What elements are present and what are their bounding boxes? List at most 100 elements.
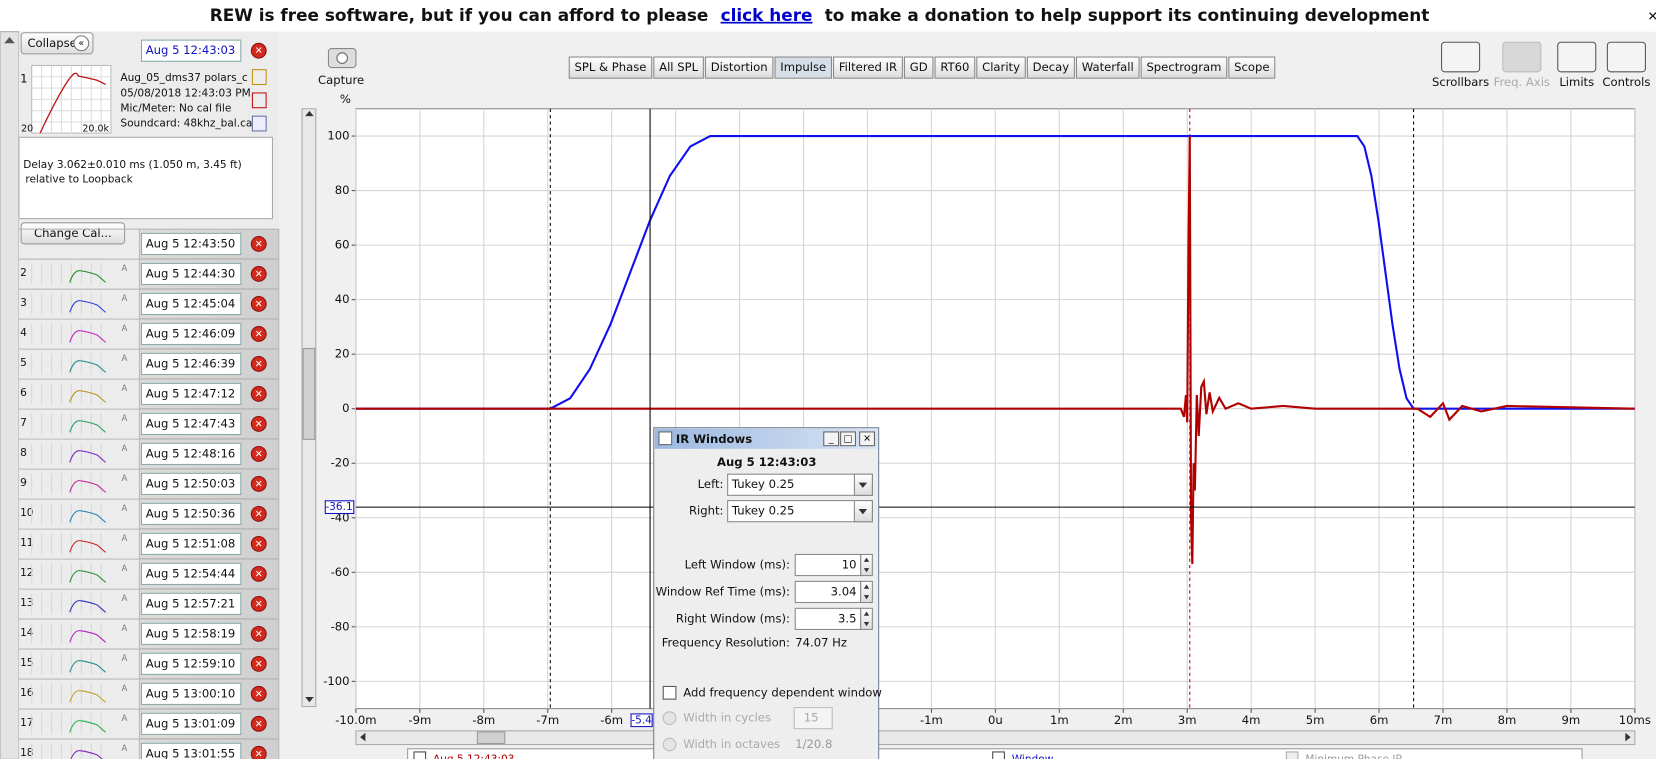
name-field[interactable] <box>140 442 242 466</box>
window-button[interactable] <box>823 431 840 447</box>
window-button-icon[interactable]: _ <box>828 433 834 444</box>
name-field[interactable] <box>140 592 242 615</box>
remove-button[interactable] <box>250 356 267 372</box>
name-field[interactable] <box>140 562 242 585</box>
view-tab-label[interactable]: All SPL <box>659 60 698 74</box>
remove-button[interactable] <box>250 655 267 672</box>
name-field[interactable] <box>140 502 242 525</box>
tool-icon[interactable] <box>1441 41 1481 73</box>
name-field[interactable] <box>140 262 242 286</box>
remove-icon[interactable]: ✕ <box>255 359 263 370</box>
collapse-icon[interactable] <box>73 35 90 52</box>
capture-lens[interactable] <box>336 52 348 64</box>
remove-icon[interactable]: ✕ <box>255 539 263 550</box>
remove-button[interactable] <box>250 535 267 552</box>
remove-icon[interactable]: ✕ <box>255 46 263 57</box>
remove-button[interactable] <box>250 625 267 642</box>
remove-icon[interactable]: ✕ <box>255 689 263 700</box>
name-field[interactable] <box>140 682 242 705</box>
view-tab[interactable] <box>774 56 832 79</box>
name-field[interactable] <box>140 322 242 346</box>
scroll-up[interactable] <box>4 36 15 44</box>
view-tab-label[interactable]: Distortion <box>711 60 768 74</box>
remove-button[interactable] <box>250 745 267 759</box>
tool-icon[interactable] <box>1606 41 1646 73</box>
name-field[interactable] <box>140 232 242 256</box>
tool-label[interactable]: Controls <box>1602 75 1650 89</box>
window-button-icon[interactable]: ✕ <box>863 433 871 444</box>
spinner-buttons[interactable] <box>860 580 873 604</box>
remove-icon[interactable]: ✕ <box>255 479 263 490</box>
remove-button[interactable] <box>250 42 267 59</box>
remove-icon[interactable]: ✕ <box>255 389 263 400</box>
name-field[interactable] <box>140 472 242 495</box>
remove-icon[interactable]: ✕ <box>255 509 263 520</box>
remove-button[interactable] <box>250 595 267 612</box>
remove-button[interactable] <box>250 505 267 522</box>
remove-button[interactable] <box>250 236 267 252</box>
close-icon[interactable]: ✕ <box>1648 8 1656 23</box>
window-button-icon[interactable]: □ <box>844 433 853 444</box>
notes-box[interactable] <box>18 136 274 220</box>
capture-label[interactable]: Capture <box>318 73 364 87</box>
view-tab-label[interactable]: Spectrogram <box>1146 60 1221 74</box>
spinner-buttons[interactable] <box>860 607 873 630</box>
view-tab[interactable] <box>1228 56 1276 79</box>
remove-icon[interactable]: ✕ <box>255 419 263 430</box>
collapse-button[interactable] <box>20 32 94 55</box>
window-button[interactable] <box>840 431 856 447</box>
view-tab[interactable] <box>1140 56 1228 79</box>
tool-label[interactable]: Scrollbars <box>1432 75 1489 89</box>
view-tab[interactable] <box>653 56 704 79</box>
name-field[interactable] <box>140 622 242 645</box>
info-icon[interactable] <box>251 115 267 132</box>
remove-button[interactable] <box>250 685 267 702</box>
h-scrollbar[interactable] <box>355 730 1636 746</box>
name-field[interactable] <box>140 742 242 759</box>
remove-icon[interactable]: ✕ <box>255 239 263 250</box>
remove-button[interactable] <box>250 565 267 582</box>
view-tab-label[interactable]: Clarity <box>982 60 1020 74</box>
view-tab[interactable] <box>704 56 774 79</box>
view-tab-label[interactable]: Impulse <box>780 60 826 74</box>
remove-icon[interactable]: ✕ <box>255 269 263 280</box>
name-field[interactable] <box>140 292 242 316</box>
remove-icon[interactable]: ✕ <box>255 749 263 759</box>
info-icon[interactable] <box>251 69 267 86</box>
view-tab[interactable] <box>934 56 976 79</box>
tool-icon[interactable] <box>1557 41 1597 73</box>
view-tab-label[interactable]: GD <box>910 60 928 74</box>
remove-button[interactable] <box>250 715 267 732</box>
remove-icon[interactable]: ✕ <box>255 299 263 310</box>
remove-icon[interactable]: ✕ <box>255 449 263 460</box>
view-tab[interactable] <box>1075 56 1140 79</box>
view-tab-label[interactable]: Filtered IR <box>839 60 897 74</box>
remove-button[interactable] <box>250 266 267 282</box>
name-field[interactable] <box>140 39 242 62</box>
spinner-buttons[interactable] <box>860 553 873 577</box>
remove-button[interactable] <box>250 386 267 402</box>
window-button[interactable] <box>859 431 875 447</box>
view-tab-label[interactable]: Decay <box>1033 60 1070 74</box>
info-icon[interactable] <box>251 92 267 109</box>
name-field[interactable] <box>140 382 242 406</box>
tool-label[interactable]: Limits <box>1559 75 1594 89</box>
change-cal-button[interactable] <box>20 222 126 245</box>
view-tab-label[interactable]: SPL & Phase <box>575 60 647 74</box>
sidebar-scroll[interactable] <box>0 31 20 759</box>
legend-checkbox[interactable] <box>992 751 1005 759</box>
donate-link[interactable]: click here <box>721 5 813 25</box>
view-tab[interactable] <box>976 56 1026 79</box>
name-field[interactable] <box>140 352 242 376</box>
checkbox-label[interactable]: Add frequency dependent window <box>683 685 882 699</box>
remove-icon[interactable]: ✕ <box>255 569 263 580</box>
remove-button[interactable] <box>250 326 267 342</box>
h-scroll-thumb[interactable] <box>476 731 506 745</box>
checkbox[interactable] <box>662 685 677 700</box>
remove-button[interactable] <box>250 415 267 432</box>
remove-button[interactable] <box>250 475 267 492</box>
remove-icon[interactable]: ✕ <box>255 719 263 730</box>
legend-checkbox[interactable] <box>413 751 427 759</box>
remove-icon[interactable]: ✕ <box>255 599 263 610</box>
view-tab[interactable] <box>568 56 653 79</box>
